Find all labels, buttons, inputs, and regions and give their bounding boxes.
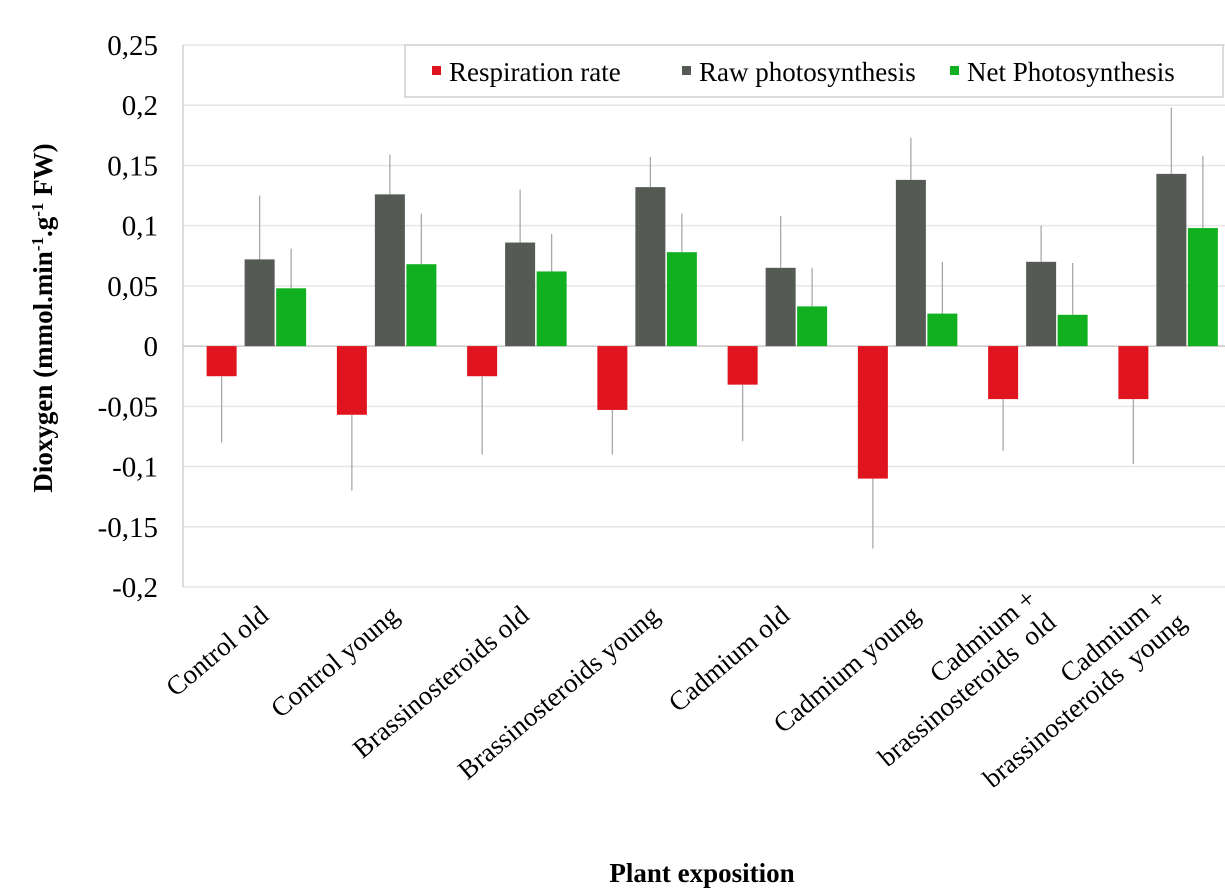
bar-respiration-rate — [988, 346, 1019, 400]
bar-net-photosynthesis — [1187, 228, 1218, 347]
bar-net-photosynthesis — [406, 264, 437, 347]
bar-respiration-rate — [206, 346, 237, 377]
bar-raw-photosynthesis — [635, 187, 666, 347]
bar-net-photosynthesis — [276, 288, 307, 347]
y-tick-label: 0,05 — [107, 271, 158, 303]
y-tick-label: -0,1 — [112, 452, 158, 484]
legend-label: Respiration rate — [449, 57, 621, 87]
x-tick-label: Control old — [160, 599, 274, 702]
y-tick-label: -0,2 — [112, 572, 158, 604]
bar-raw-photosynthesis — [1026, 261, 1057, 347]
bar-respiration-rate — [1118, 346, 1149, 400]
bar-respiration-rate — [336, 346, 367, 415]
y-tick-label: -0,15 — [98, 512, 158, 544]
bar-raw-photosynthesis — [374, 194, 405, 347]
x-tick-label: Cadmium old — [663, 599, 796, 717]
bar-raw-photosynthesis — [505, 242, 536, 347]
bar-respiration-rate — [467, 346, 498, 377]
svg-text:Control young: Control young — [265, 600, 404, 724]
bar-respiration-rate — [727, 346, 758, 385]
bar-raw-photosynthesis — [765, 267, 796, 347]
y-tick-label: 0,2 — [122, 90, 158, 122]
bar-raw-photosynthesis — [1156, 173, 1187, 347]
bar-net-photosynthesis — [797, 306, 828, 347]
bar-net-photosynthesis — [536, 271, 567, 347]
y-axis-title: Dioxygen (mmol.min-1.g-1 FW) — [28, 143, 59, 492]
legend-swatch — [432, 66, 441, 75]
error-bar-layer — [220, 107, 1204, 549]
legend-label: Raw photosynthesis — [699, 57, 916, 87]
y-tick-label: 0,1 — [122, 211, 158, 243]
y-tick-label: -0,05 — [98, 391, 158, 423]
bar-layer — [206, 173, 1218, 479]
legend-swatch — [950, 66, 959, 75]
bar-respiration-rate — [857, 346, 888, 479]
legend-swatch — [682, 66, 691, 75]
x-axis-title: Plant exposition — [609, 858, 794, 888]
svg-text:Cadmium old: Cadmium old — [663, 599, 796, 717]
x-tick-label: Control young — [265, 600, 404, 724]
y-tick-labels: 0,25 0,2 0,15 0,1 0,05 0 -0,05 -0,1 -0,15 -0,2 — [98, 30, 158, 604]
y-tick-label: 0,25 — [107, 30, 158, 62]
bar-net-photosynthesis — [1057, 314, 1088, 347]
legend: Respiration rate Raw photosynthesis Net Ph… — [404, 44, 1224, 98]
bar-respiration-rate — [597, 346, 628, 410]
legend-label: Net Photosynthesis — [967, 57, 1175, 87]
legend-box — [404, 44, 1224, 98]
y-tick-label: 0 — [144, 331, 159, 363]
bar-raw-photosynthesis — [895, 179, 926, 347]
bar-net-photosynthesis — [666, 252, 697, 347]
bar-raw-photosynthesis — [244, 259, 275, 347]
svg-text:Control old: Control old — [160, 599, 274, 702]
y-tick-label: 0,15 — [107, 150, 158, 182]
bar-net-photosynthesis — [927, 313, 958, 347]
